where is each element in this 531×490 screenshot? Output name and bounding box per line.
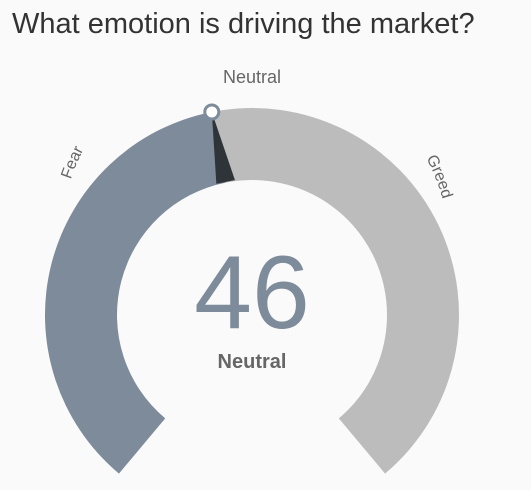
- greed-arc: [211, 108, 459, 474]
- fear-label: Fear: [58, 143, 87, 181]
- index-state-label: Neutral: [218, 351, 287, 373]
- fear-arc: [45, 111, 226, 474]
- index-value: 46: [194, 235, 310, 351]
- value-marker-dot: [203, 103, 221, 121]
- page-title: What emotion is driving the market?: [12, 8, 475, 40]
- neutral-marker-label: Neutral: [223, 67, 281, 87]
- greed-label: Greed: [423, 152, 455, 200]
- needle-pointer: [211, 111, 235, 184]
